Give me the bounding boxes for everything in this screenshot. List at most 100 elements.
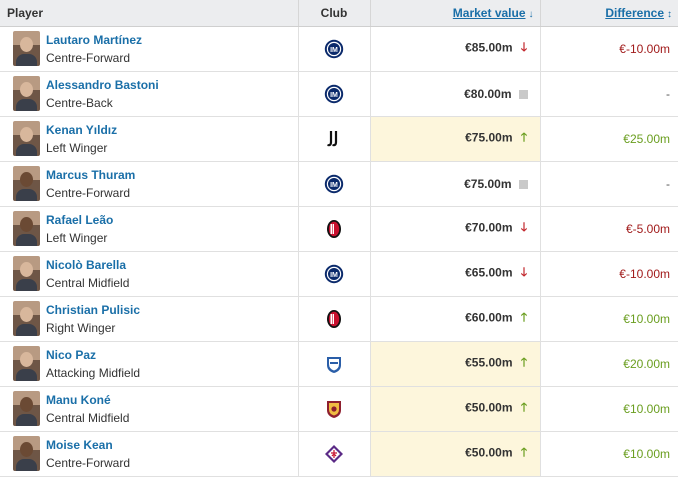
club-cell xyxy=(298,341,371,387)
player-position: Left Winger xyxy=(46,230,108,245)
difference-cell: - xyxy=(540,71,678,117)
club-cell xyxy=(298,296,371,342)
player-name-link[interactable]: Marcus Thuram xyxy=(46,167,136,182)
market-value: €75.00m xyxy=(465,130,513,145)
difference-value: €10.00m xyxy=(623,401,670,416)
player-name-link[interactable]: Rafael Leão xyxy=(46,212,114,227)
player-name-link[interactable]: Christian Pulisic xyxy=(46,302,141,317)
juventus-crest-icon[interactable] xyxy=(324,129,344,149)
difference-cell: €-5.00m xyxy=(540,206,678,252)
arrow-up-icon: 🡑 xyxy=(520,400,528,414)
club-cell xyxy=(298,116,371,162)
svg-text:IM: IM xyxy=(330,47,338,54)
player-avatar[interactable] xyxy=(13,256,40,291)
sort-both-icon[interactable]: ↕ xyxy=(667,8,672,20)
market-value: €70.00m xyxy=(465,220,513,235)
market-value-cell: €80.00m xyxy=(370,71,541,117)
difference-cell: €-10.00m xyxy=(540,26,678,72)
table-row: Nicolò Barella Central Midfield IM €65.0… xyxy=(0,251,678,297)
difference-value: - xyxy=(666,176,670,191)
table-row: Rafael Leão Left Winger €70.00m 🡓 €-5.00m xyxy=(0,206,678,252)
header-difference[interactable]: Difference ↕ xyxy=(540,0,678,27)
player-avatar[interactable] xyxy=(13,211,40,246)
club-cell: IM xyxy=(298,251,371,297)
arrow-down-sort-icon[interactable]: ↓ xyxy=(528,8,534,20)
inter-crest-icon[interactable]: IM xyxy=(324,174,344,194)
difference-value: - xyxy=(666,86,670,101)
market-value: €55.00m xyxy=(465,355,513,370)
player-position: Centre-Forward xyxy=(46,185,131,200)
player-cell: Moise Kean Centre-Forward xyxy=(0,431,299,477)
arrow-up-icon: 🡑 xyxy=(520,445,528,459)
player-avatar[interactable] xyxy=(13,76,40,111)
svg-text:IM: IM xyxy=(330,272,338,279)
player-name-link[interactable]: Lautaro Martínez xyxy=(46,32,143,47)
arrow-up-icon: 🡑 xyxy=(520,355,528,369)
difference-value: €20.00m xyxy=(623,356,670,371)
market-value-cell: €50.00m 🡑 xyxy=(370,431,541,477)
player-name-link[interactable]: Nicolò Barella xyxy=(46,257,127,272)
player-name-link[interactable]: Alessandro Bastoni xyxy=(46,77,159,92)
difference-value: €-10.00m xyxy=(619,41,670,56)
player-avatar[interactable] xyxy=(13,436,40,471)
player-avatar[interactable] xyxy=(13,166,40,201)
market-value-cell: €85.00m 🡓 xyxy=(370,26,541,72)
table-row: Moise Kean Centre-Forward €50.00m 🡑 €10.0… xyxy=(0,431,678,477)
player-avatar[interactable] xyxy=(13,31,40,66)
table-row: Manu Koné Central Midfield €50.00m 🡑 €10.… xyxy=(0,386,678,432)
player-name-link[interactable]: Kenan Yıldız xyxy=(46,122,118,137)
roma-crest-icon[interactable] xyxy=(324,399,344,419)
no-change-icon xyxy=(518,179,528,189)
market-value-cell: €65.00m 🡓 xyxy=(370,251,541,297)
svg-text:IM: IM xyxy=(330,182,338,189)
player-position: Centre-Forward xyxy=(46,455,131,470)
difference-value: €-5.00m xyxy=(625,221,670,236)
difference-value: €-10.00m xyxy=(619,266,670,281)
market-value-sort-link[interactable]: Market value xyxy=(452,5,526,20)
player-cell: Lautaro Martínez Centre-Forward xyxy=(0,26,299,72)
market-value-cell: €55.00m 🡑 xyxy=(370,341,541,387)
difference-cell: - xyxy=(540,161,678,207)
player-name-link[interactable]: Moise Kean xyxy=(46,437,113,452)
table-row: Marcus Thuram Centre-Forward IM €75.00m … xyxy=(0,161,678,207)
milan-crest-icon[interactable] xyxy=(324,309,344,329)
market-value-cell: €70.00m 🡓 xyxy=(370,206,541,252)
club-cell: IM xyxy=(298,71,371,117)
player-avatar[interactable] xyxy=(13,121,40,156)
market-value: €50.00m xyxy=(465,445,513,460)
player-avatar[interactable] xyxy=(13,301,40,336)
market-value: €75.00m xyxy=(464,176,512,191)
como-crest-icon[interactable] xyxy=(324,354,344,374)
header-market-value[interactable]: Market value ↓ xyxy=(370,0,541,27)
player-name-link[interactable]: Nico Paz xyxy=(46,347,97,362)
inter-crest-icon[interactable]: IM xyxy=(324,84,344,104)
player-position: Centre-Forward xyxy=(46,50,131,65)
player-position: Left Winger xyxy=(46,140,108,155)
market-value-cell: €75.00m xyxy=(370,161,541,207)
difference-cell: €10.00m xyxy=(540,296,678,342)
market-value: €65.00m xyxy=(465,265,513,280)
difference-sort-link[interactable]: Difference xyxy=(605,5,664,20)
player-avatar[interactable] xyxy=(13,391,40,426)
market-value: €60.00m xyxy=(465,310,513,325)
player-position: Central Midfield xyxy=(46,410,130,425)
market-value: €50.00m xyxy=(465,400,513,415)
inter-crest-icon[interactable]: IM xyxy=(324,39,344,59)
inter-crest-icon[interactable]: IM xyxy=(324,264,344,284)
market-value: €85.00m xyxy=(465,40,513,55)
arrow-up-icon: 🡑 xyxy=(520,310,528,324)
player-cell: Manu Koné Central Midfield xyxy=(0,386,299,432)
club-cell: IM xyxy=(298,26,371,72)
player-name-link[interactable]: Manu Koné xyxy=(46,392,111,407)
player-avatar[interactable] xyxy=(13,346,40,381)
fiorentina-crest-icon[interactable] xyxy=(324,444,344,464)
milan-crest-icon[interactable] xyxy=(324,219,344,239)
difference-cell: €10.00m xyxy=(540,386,678,432)
club-cell xyxy=(298,206,371,252)
header-club: Club xyxy=(298,0,371,27)
arrow-down-icon: 🡓 xyxy=(520,220,528,234)
player-cell: Christian Pulisic Right Winger xyxy=(0,296,299,342)
arrow-down-icon: 🡓 xyxy=(520,265,528,279)
no-change-icon xyxy=(518,89,528,99)
